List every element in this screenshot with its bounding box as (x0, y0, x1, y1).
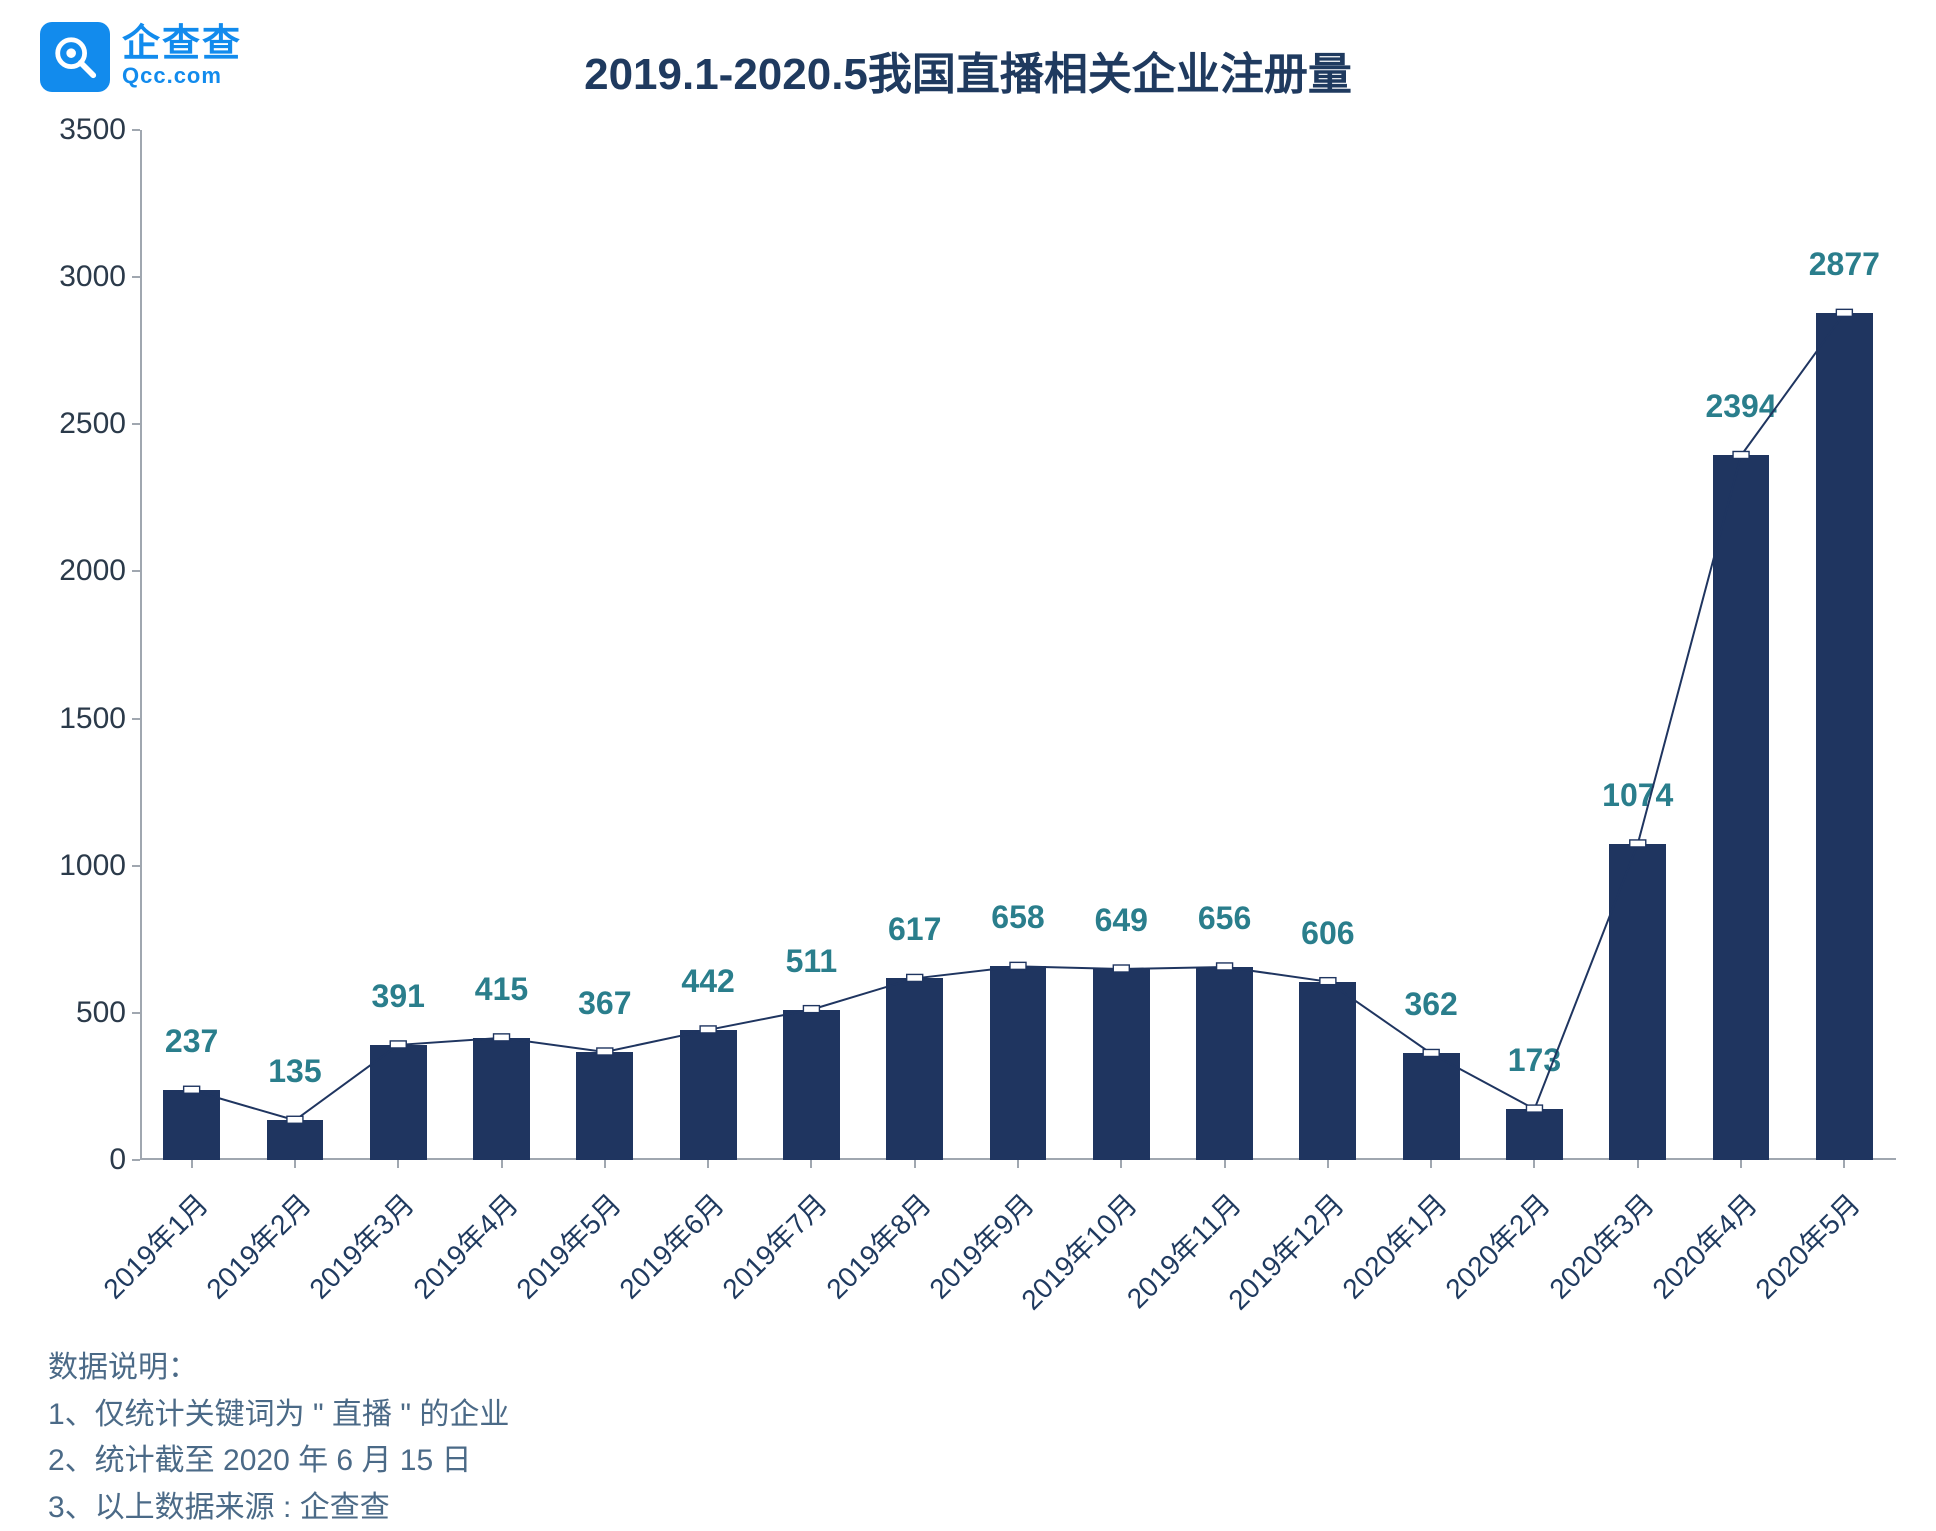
bar: 442 (680, 1030, 737, 1160)
x-axis-tick (1017, 1160, 1019, 1168)
x-axis-tick (707, 1160, 709, 1168)
footer-line-3: 3、以上数据来源 : 企查查 (48, 1485, 509, 1531)
footer-line-2: 2、统计截至 2020 年 6 月 15 日 (48, 1438, 509, 1485)
y-axis-tick-label: 3500 (59, 113, 126, 147)
bar: 2394 (1713, 455, 1770, 1160)
x-axis-tick (397, 1160, 399, 1168)
bar-value-label: 511 (786, 943, 838, 980)
bar-value-label: 173 (1508, 1042, 1561, 1079)
y-axis-tick (132, 276, 140, 278)
x-axis-tick (1430, 1160, 1432, 1168)
bar-value-label: 237 (165, 1023, 218, 1060)
bar: 606 (1299, 982, 1356, 1160)
bar-value-label: 2394 (1705, 388, 1776, 425)
bar-value-label: 442 (681, 963, 734, 1000)
bar-value-label: 649 (1095, 902, 1148, 939)
bar: 617 (886, 978, 943, 1160)
footer-heading: 数据说明： (48, 1345, 509, 1392)
y-axis-tick (132, 129, 140, 131)
bar-value-label: 617 (888, 911, 941, 948)
bar: 237 (163, 1090, 220, 1160)
bar-value-label: 135 (268, 1053, 321, 1090)
x-axis-tick (1843, 1160, 1845, 1168)
y-axis-tick-label: 1500 (59, 702, 126, 736)
bar: 415 (473, 1038, 530, 1160)
y-axis-tick (132, 718, 140, 720)
footer-notes: 数据说明： 1、仅统计关键词为 " 直播 " 的企业 2、统计截至 2020 年… (48, 1345, 509, 1531)
bar-value-label: 606 (1301, 915, 1354, 952)
x-axis-tick (1533, 1160, 1535, 1168)
bar: 1074 (1609, 844, 1666, 1160)
bar: 649 (1093, 969, 1150, 1160)
bar-value-label: 1074 (1602, 777, 1673, 814)
x-axis-tick (1637, 1160, 1639, 1168)
bar: 511 (783, 1010, 840, 1160)
y-axis-tick (132, 423, 140, 425)
y-axis-tick (132, 1159, 140, 1161)
bar: 391 (370, 1045, 427, 1160)
y-axis-tick-label: 2500 (59, 407, 126, 441)
x-axis-tick (1327, 1160, 1329, 1168)
y-axis-tick-label: 0 (109, 1143, 126, 1177)
y-axis-tick (132, 570, 140, 572)
x-axis-tick (914, 1160, 916, 1168)
bars-layer: 237 135 391 415 367 442 511 617 658 649 656 606 362 1… (140, 130, 1896, 1160)
x-axis-tick (294, 1160, 296, 1168)
x-axis-tick (810, 1160, 812, 1168)
bar: 656 (1196, 967, 1253, 1160)
bar: 658 (990, 966, 1047, 1160)
footer-line-1: 1、仅统计关键词为 " 直播 " 的企业 (48, 1392, 509, 1439)
bar: 2877 (1816, 313, 1873, 1160)
y-axis-tick (132, 1012, 140, 1014)
y-axis-tick-label: 3000 (59, 260, 126, 294)
bar: 173 (1506, 1109, 1563, 1160)
bar-value-label: 2877 (1809, 246, 1880, 283)
x-axis-tick (501, 1160, 503, 1168)
bar-value-label: 656 (1198, 900, 1251, 937)
x-axis-tick (1120, 1160, 1122, 1168)
x-axis-tick (604, 1160, 606, 1168)
x-axis-tick (1740, 1160, 1742, 1168)
y-axis-tick (132, 865, 140, 867)
x-axis-tick (1224, 1160, 1226, 1168)
bar: 367 (576, 1052, 633, 1160)
y-axis-tick-label: 1000 (59, 849, 126, 883)
x-axis-tick (191, 1160, 193, 1168)
bar-value-label: 367 (578, 985, 631, 1022)
bar-value-label: 415 (475, 971, 528, 1008)
chart-area: 237 135 391 415 367 442 511 617 658 649 656 606 362 1… (140, 130, 1896, 1220)
chart-title: 2019.1-2020.5我国直播相关企业注册量 (0, 38, 1936, 102)
bar: 135 (267, 1120, 324, 1160)
y-axis-tick-label: 2000 (59, 554, 126, 588)
bar-value-label: 391 (372, 978, 425, 1015)
bar-value-label: 658 (991, 899, 1044, 936)
bar: 362 (1403, 1053, 1460, 1160)
bar-value-label: 362 (1404, 986, 1457, 1023)
y-axis-tick-label: 500 (76, 996, 126, 1030)
canvas: 企查查 Qcc.com 2019.1-2020.5我国直播相关企业注册量 237… (0, 0, 1936, 1522)
